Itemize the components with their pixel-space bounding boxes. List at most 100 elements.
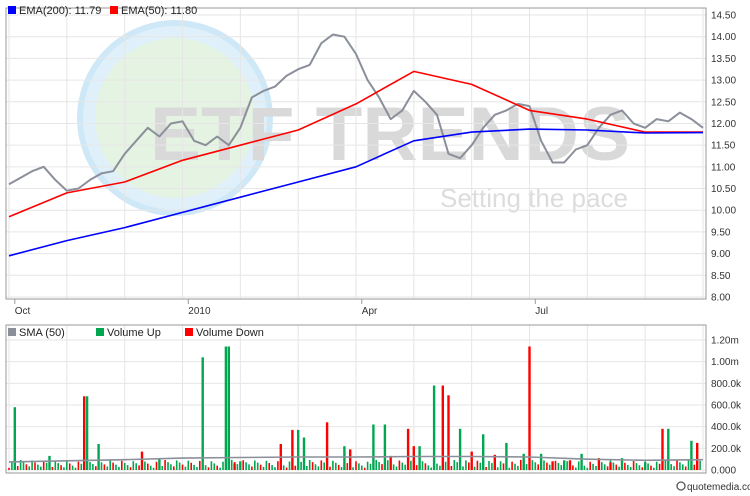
volume-bar-down bbox=[83, 396, 86, 470]
credit[interactable]: quotemedia.com bbox=[676, 481, 750, 493]
volume-bar-minor bbox=[624, 462, 626, 470]
volume-bar-minor bbox=[499, 461, 502, 470]
volume-bar-up bbox=[297, 429, 300, 470]
legend-swatch-ema50 bbox=[110, 6, 118, 14]
volume-bar-up bbox=[432, 385, 436, 470]
volume-bar-minor bbox=[178, 462, 181, 470]
volume-bar-minor bbox=[465, 460, 467, 470]
volume-bar-minor bbox=[606, 466, 609, 470]
volume-bar-down bbox=[140, 451, 144, 470]
volume-bar-minor bbox=[25, 464, 28, 470]
volume-bar-minor bbox=[45, 462, 48, 470]
price-y-tick-label: 10.00 bbox=[711, 206, 736, 217]
volume-bar-minor bbox=[175, 460, 178, 470]
volume-bar-minor bbox=[135, 463, 137, 470]
volume-bar-minor bbox=[627, 464, 629, 470]
volume-bar-minor bbox=[89, 462, 91, 470]
volume-bar-minor bbox=[236, 464, 239, 470]
volume-bar-up bbox=[458, 428, 462, 470]
price-y-tick-label: 11.50 bbox=[711, 141, 736, 152]
watermark: ETF TRENDS Setting the pace bbox=[77, 20, 630, 216]
volume-bar-minor bbox=[337, 464, 340, 470]
volume-bar-minor bbox=[566, 461, 568, 470]
volume-bar-minor bbox=[537, 464, 539, 470]
volume-bar-down bbox=[349, 449, 352, 470]
volume-bar-minor bbox=[670, 464, 672, 470]
price-y-tick-label: 10.50 bbox=[711, 184, 736, 195]
volume-bar-down bbox=[696, 442, 699, 470]
volume-bar-minor bbox=[641, 467, 644, 470]
volume-y-tick-label: 200.0k bbox=[711, 444, 742, 455]
volume-bar-minor bbox=[51, 467, 54, 470]
volume-bar-minor bbox=[34, 462, 36, 470]
volume-bar-down bbox=[233, 463, 236, 470]
volume-bar-minor bbox=[658, 463, 661, 470]
volume-bar-minor bbox=[155, 461, 158, 470]
volume-bar-up bbox=[97, 444, 100, 470]
volume-bar-minor bbox=[147, 463, 149, 470]
volume-bar-minor bbox=[410, 460, 412, 470]
volume-y-tick-label: 1.00m bbox=[711, 357, 739, 368]
volume-bar-minor bbox=[274, 467, 276, 470]
volume-bar-minor bbox=[181, 464, 184, 470]
volume-bar-minor bbox=[352, 467, 354, 470]
volume-bar-minor bbox=[439, 465, 441, 470]
volume-bar-up bbox=[522, 453, 525, 471]
volume-y-tick-label: 800.0k bbox=[711, 379, 742, 390]
volume-bar-minor bbox=[121, 460, 123, 470]
volume-bar-minor bbox=[40, 466, 42, 470]
x-tick-label: Apr bbox=[362, 306, 378, 317]
price-y-tick-label: 8.00 bbox=[711, 293, 731, 304]
volume-bar-minor bbox=[332, 460, 334, 470]
volume-bar-minor bbox=[543, 460, 545, 470]
volume-bar-minor bbox=[534, 462, 537, 470]
volume-bar-minor bbox=[126, 465, 129, 470]
legend-label-sma50: SMA (50) bbox=[19, 327, 65, 339]
volume-bar-minor bbox=[213, 463, 216, 470]
price-y-tick-label: 8.50 bbox=[711, 271, 731, 282]
volume-bar-down bbox=[568, 460, 572, 471]
volume-bar-minor bbox=[161, 466, 164, 470]
volume-bar-minor bbox=[612, 462, 615, 470]
volume-bar-minor bbox=[682, 464, 684, 470]
price-y-tick-label: 14.00 bbox=[711, 32, 736, 43]
volume-bar-down bbox=[447, 395, 450, 471]
volume-bar-minor bbox=[548, 464, 551, 470]
volume-bar-minor bbox=[488, 461, 490, 470]
volume-bar-minor bbox=[190, 462, 192, 470]
volume-bar-minor bbox=[219, 467, 221, 470]
volume-bar-down bbox=[661, 428, 664, 470]
volume-bar-minor bbox=[450, 466, 453, 470]
volume-bar-minor bbox=[479, 462, 482, 470]
volume-bar-minor bbox=[216, 465, 218, 470]
volume-bar-minor bbox=[311, 462, 314, 470]
volume-bar-minor bbox=[638, 465, 641, 470]
volume-bar-down bbox=[291, 429, 294, 470]
volume-bar-minor bbox=[355, 461, 357, 470]
volume-bars bbox=[8, 346, 701, 471]
volume-bar-minor bbox=[603, 464, 606, 470]
volume-bar-minor bbox=[632, 461, 635, 470]
volume-bar-minor bbox=[404, 464, 406, 470]
volume-bar-minor bbox=[415, 465, 418, 470]
price-panel-frame bbox=[5, 7, 707, 300]
volume-bar-minor bbox=[395, 466, 398, 470]
volume-bar-minor bbox=[254, 460, 256, 470]
volume-bar-minor bbox=[572, 465, 574, 470]
volume-bar-minor bbox=[366, 461, 369, 470]
volume-bar-minor bbox=[248, 464, 250, 470]
volume-bar-minor bbox=[74, 467, 77, 470]
volume-bar-minor bbox=[118, 466, 120, 470]
volume-bar-minor bbox=[514, 463, 516, 470]
volume-bar-up bbox=[227, 346, 230, 470]
volume-bar-minor bbox=[398, 460, 401, 470]
volume-bar-minor bbox=[204, 465, 207, 470]
volume-bar-minor bbox=[22, 462, 25, 470]
volume-bar-minor bbox=[31, 460, 33, 470]
legend-swatch-ema200 bbox=[8, 6, 16, 14]
volume-bar-minor bbox=[546, 462, 548, 470]
volume-bar-minor bbox=[109, 460, 111, 470]
volume-bar-minor bbox=[687, 460, 690, 470]
x-tick-label: Jul bbox=[535, 306, 548, 317]
